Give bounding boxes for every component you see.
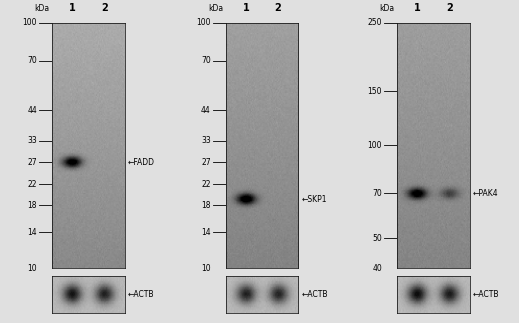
Text: 2: 2	[275, 3, 281, 13]
Text: 70: 70	[27, 56, 37, 65]
Text: ←ACTB: ←ACTB	[302, 290, 328, 299]
Text: kDa: kDa	[379, 4, 394, 13]
Text: 10: 10	[28, 264, 37, 273]
Text: 22: 22	[201, 180, 211, 189]
Text: ←FADD: ←FADD	[128, 158, 155, 167]
Text: 22: 22	[28, 180, 37, 189]
Text: 18: 18	[28, 201, 37, 210]
Text: 50: 50	[372, 234, 382, 243]
Text: 1: 1	[414, 3, 421, 13]
Text: 100: 100	[196, 18, 211, 27]
Text: 33: 33	[27, 136, 37, 145]
Text: ←SKP1: ←SKP1	[302, 195, 327, 204]
Text: 18: 18	[201, 201, 211, 210]
Text: 27: 27	[28, 158, 37, 167]
Text: ←ACTB: ←ACTB	[473, 290, 499, 299]
Text: kDa: kDa	[34, 4, 49, 13]
Text: 10: 10	[201, 264, 211, 273]
Text: 1: 1	[243, 3, 250, 13]
Text: 14: 14	[28, 228, 37, 237]
Text: 27: 27	[201, 158, 211, 167]
Text: 14: 14	[201, 228, 211, 237]
Text: kDa: kDa	[208, 4, 223, 13]
Text: 100: 100	[22, 18, 37, 27]
Text: 33: 33	[201, 136, 211, 145]
Text: ←ACTB: ←ACTB	[128, 290, 154, 299]
Text: 44: 44	[201, 106, 211, 115]
Text: 2: 2	[101, 3, 107, 13]
Text: 250: 250	[367, 18, 382, 27]
Text: 1: 1	[69, 3, 76, 13]
Text: 40: 40	[372, 264, 382, 273]
Text: 70: 70	[201, 56, 211, 65]
Text: 100: 100	[367, 141, 382, 150]
Text: 70: 70	[372, 189, 382, 198]
Text: 150: 150	[367, 87, 382, 96]
Text: 44: 44	[27, 106, 37, 115]
Text: ←PAK4: ←PAK4	[473, 189, 498, 198]
Text: 2: 2	[446, 3, 453, 13]
